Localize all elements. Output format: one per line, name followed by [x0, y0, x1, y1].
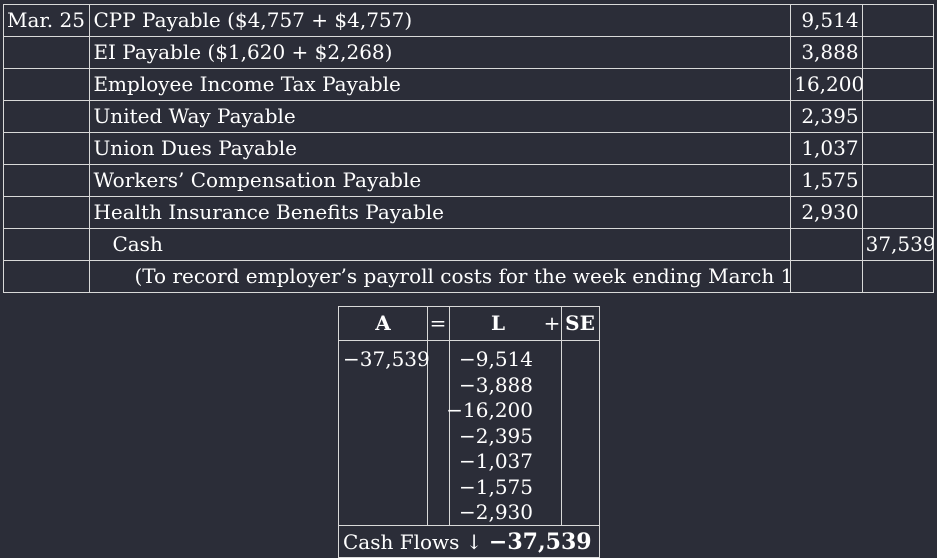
cash-flows-value: −37,539 [488, 529, 592, 555]
debit-amount [790, 228, 863, 261]
liability-value: −9,514 [458, 347, 533, 371]
debit-amount: 1,037 [790, 132, 863, 165]
journal-row: United Way Payable 2,395 [2, 100, 935, 133]
equation-header-row: A = L + SE [339, 307, 599, 341]
entry-date [2, 36, 91, 69]
debit-amount: 16,200 [790, 68, 863, 101]
header-equals: = [429, 311, 447, 335]
divider-line [449, 307, 450, 525]
journal-row: Mar. 25 CPP Payable ($4,757 + $4,757) 9,51… [2, 4, 935, 37]
account-title: Union Dues Payable [89, 132, 792, 165]
entry-date [2, 196, 91, 229]
debit-amount: 9,514 [790, 4, 863, 37]
header-liabilities: L [490, 311, 506, 335]
journal-row: (To record employer’s payroll costs for … [2, 260, 935, 293]
journal-row: Cash 37,539 [2, 228, 935, 261]
account-title: CPP Payable ($4,757 + $4,757) [89, 4, 792, 37]
down-arrow-icon: ↓ [465, 530, 483, 554]
account-title: Workers’ Compensation Payable [89, 164, 792, 197]
credit-amount: 37,539 [861, 228, 935, 261]
entry-date: Mar. 25 [2, 4, 91, 37]
liability-value: −1,575 [458, 474, 533, 499]
entry-date [2, 260, 91, 293]
liability-value: −16,200 [446, 398, 533, 422]
account-title: Health Insurance Benefits Payable [89, 196, 792, 229]
assets-value: −37,539 [343, 347, 430, 371]
cash-flows-label: Cash Flows [343, 530, 460, 554]
liability-value: −2,930 [458, 500, 533, 524]
account-title: Employee Income Tax Payable [89, 68, 792, 101]
header-plus: + [543, 311, 561, 335]
credit-amount [861, 100, 935, 133]
header-assets: A [375, 311, 391, 335]
entry-date [2, 228, 91, 261]
account-title: Cash [89, 228, 792, 261]
liability-value: −3,888 [458, 372, 533, 397]
liabilities-column: −9,514 −3,888 −16,200 −2,395 −1,037 −1,575 −2,… [423, 347, 533, 526]
debit-amount [790, 260, 863, 293]
accounting-equation-effects: A = L + SE −37,539 −9,514 −3,888 −16,200 −2… [338, 306, 600, 558]
account-title: (To record employer’s payroll costs for … [89, 260, 792, 293]
debit-amount: 2,930 [790, 196, 863, 229]
journal-entry-table: Mar. 25 CPP Payable ($4,757 + $4,757) 9,51… [2, 4, 935, 293]
divider-line [561, 307, 562, 525]
debit-amount: 1,575 [790, 164, 863, 197]
credit-amount [861, 132, 935, 165]
credit-amount [861, 36, 935, 69]
liability-value: −2,395 [458, 423, 533, 448]
credit-amount [861, 164, 935, 197]
journal-row: Health Insurance Benefits Payable 2,930 [2, 196, 935, 229]
account-title: United Way Payable [89, 100, 792, 133]
account-title: EI Payable ($1,620 + $2,268) [89, 36, 792, 69]
entry-date [2, 164, 91, 197]
debit-amount: 3,888 [790, 36, 863, 69]
journal-row: EI Payable ($1,620 + $2,268) 3,888 [2, 36, 935, 69]
divider-line [427, 307, 428, 525]
entry-date [2, 132, 91, 165]
liability-value: −1,037 [458, 449, 533, 473]
credit-amount [861, 196, 935, 229]
entry-date [2, 68, 91, 101]
credit-amount [861, 4, 935, 37]
assets-column: −37,539 [343, 347, 430, 371]
credit-amount [861, 68, 935, 101]
credit-amount [861, 260, 935, 293]
debit-amount: 2,395 [790, 100, 863, 133]
header-equity: SE [565, 311, 595, 335]
journal-row: Union Dues Payable 1,037 [2, 132, 935, 165]
entry-date [2, 100, 91, 133]
cash-flows-row: Cash Flows ↓ −37,539 [339, 525, 599, 558]
journal-row: Employee Income Tax Payable 16,200 [2, 68, 935, 101]
journal-row: Workers’ Compensation Payable 1,575 [2, 164, 935, 197]
